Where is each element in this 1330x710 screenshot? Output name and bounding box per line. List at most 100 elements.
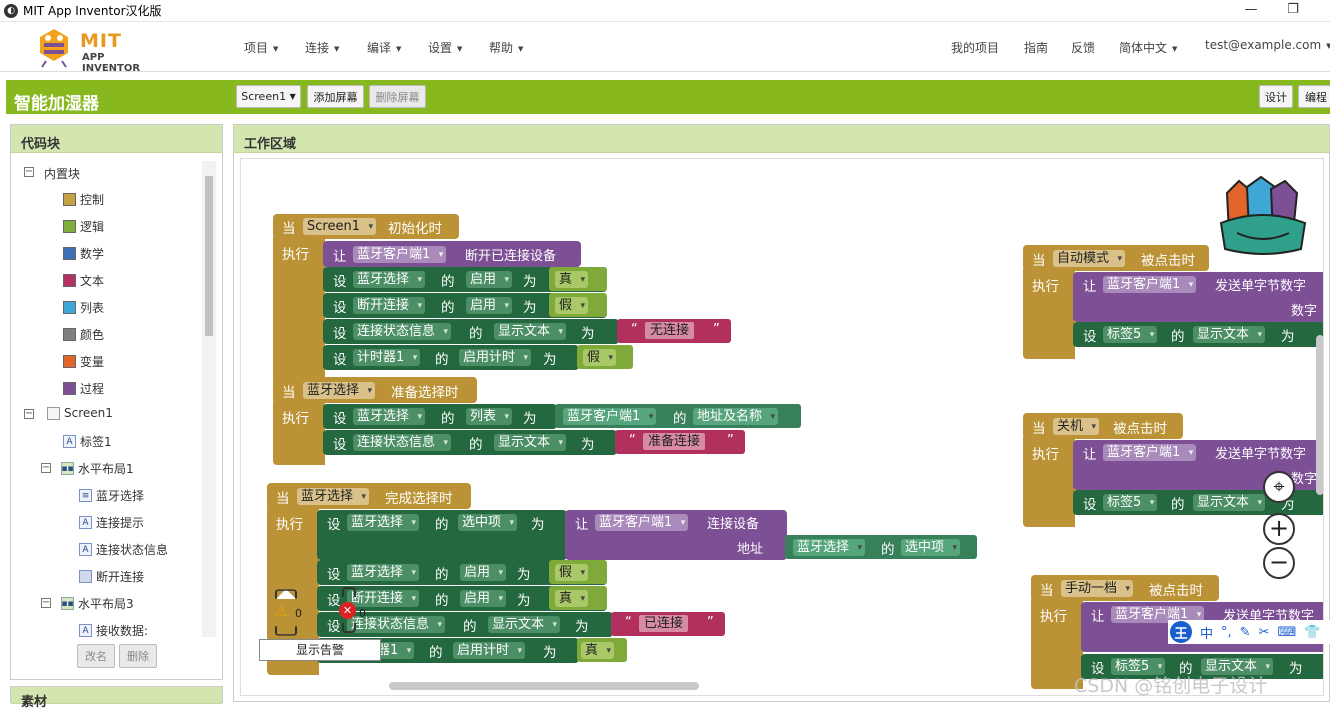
show-warnings-button[interactable]: 显示告警	[259, 639, 381, 661]
tree-builtin-procedures[interactable]: 过程	[63, 380, 104, 397]
event-screen1-init[interactable]: 当 Screen1 初始化时	[273, 214, 459, 239]
tree-hlayout1[interactable]: ▪▪ 水平布局1	[61, 462, 134, 476]
tree-screen1[interactable]: Screen1	[47, 406, 113, 420]
event-auto-mode-click[interactable]: 当 自动模式 被点击时	[1023, 245, 1209, 271]
canvas-v-scrollbar[interactable]	[1316, 335, 1323, 495]
language-menu[interactable]: 简体中文 ▼	[1119, 41, 1178, 55]
restore-button[interactable]: ❐	[1287, 2, 1299, 17]
call-bt-connect[interactable]: 让 蓝牙客户端1 连接设备 地址	[565, 510, 787, 560]
set-disconnect-enabled-2[interactable]: 设 断开连接 的 启用 为 真	[317, 586, 607, 611]
error-down-arrow-icon[interactable]	[342, 623, 356, 633]
menu-project[interactable]: 项目 ▼	[244, 41, 279, 55]
warn-up-arrow-icon[interactable]	[275, 589, 297, 599]
warn-up-arrow-icon[interactable]	[276, 589, 296, 599]
app-inventor-logo[interactable]: MIT APP INVENTOR	[32, 25, 162, 74]
tree-builtin-math[interactable]: 数学	[63, 245, 104, 262]
bool-false[interactable]: 假	[577, 345, 633, 369]
tree-builtin-control[interactable]: 控制	[63, 191, 104, 208]
menu-help[interactable]: 帮助 ▼	[489, 41, 524, 55]
tree-received[interactable]: A 接收数据:	[79, 622, 148, 639]
zoom-in-icon[interactable]: +	[1263, 513, 1295, 545]
ime-logo-icon[interactable]: 王	[1170, 621, 1192, 643]
ime-pen-icon[interactable]: ✎	[1239, 624, 1251, 640]
my-projects-link[interactable]: 我的项目	[951, 41, 1000, 55]
collapse-toggle-icon[interactable]: −	[41, 462, 51, 473]
delete-button[interactable]: 删除	[119, 644, 157, 668]
guide-link[interactable]: 指南	[1024, 41, 1049, 55]
tree-builtin-text[interactable]: 文本	[63, 272, 104, 289]
event-picker-before-body: 执行	[273, 401, 325, 465]
tree-label1[interactable]: A 标签1	[63, 433, 112, 450]
error-icon: ✕	[339, 602, 356, 619]
minimize-button[interactable]: —	[1244, 2, 1258, 17]
set-label5-text-1[interactable]: 设 标签5 的 显示文本 为	[1073, 322, 1323, 347]
set-label5-text-3[interactable]: 设 标签5 的 显示文本 为	[1081, 654, 1323, 679]
error-up-arrow-icon[interactable]	[342, 587, 356, 597]
designer-button[interactable]: 设计	[1259, 85, 1293, 108]
ime-punct-icon[interactable]: °,	[1221, 624, 1232, 640]
collapse-toggle-icon[interactable]: −	[24, 166, 34, 177]
menu-build[interactable]: 编译 ▼	[367, 41, 402, 55]
string-no-connection[interactable]: “无连接”	[617, 319, 731, 343]
event-manual-one-click[interactable]: 当 手动一档 被点击时	[1031, 575, 1219, 601]
text-color-swatch	[63, 274, 76, 287]
project-toolbar: 智能加湿器 Screen1 ▼ 添加屏幕 删除屏幕 设计 编程	[6, 80, 1330, 114]
tree-disconnect[interactable]: 断开连接	[79, 568, 144, 585]
blocks-button[interactable]: 编程	[1298, 85, 1330, 108]
tree-builtin-logic[interactable]: 逻辑	[63, 218, 104, 235]
string-connected[interactable]: “已连接”	[611, 612, 725, 636]
set-status-text[interactable]: 设 连接状态信息 的 显示文本 为	[323, 319, 619, 344]
set-disconnect-enabled[interactable]: 设 断开连接 的 启用 为 假	[323, 293, 607, 318]
set-btpicker-enabled[interactable]: 设 蓝牙选择 的 启用 为 真	[323, 267, 607, 292]
tree-conn-status[interactable]: A 连接状态信息	[79, 541, 168, 558]
remove-screen-button[interactable]: 删除屏幕	[369, 85, 426, 108]
getter-picker-selection[interactable]: 蓝牙选择 的 选中项	[785, 535, 977, 559]
string-ready-connect[interactable]: “准备连接”	[615, 430, 745, 454]
set-picker-elements[interactable]: 设 蓝牙选择 的 列表 为	[323, 404, 557, 429]
ime-skin-icon[interactable]: 👕	[1304, 624, 1321, 640]
screen1-dropdown[interactable]: Screen1	[303, 218, 376, 236]
tree-builtin[interactable]: 内置块	[44, 167, 81, 181]
recenter-icon[interactable]: ⌖	[1263, 471, 1295, 503]
event-picker-after[interactable]: 当 蓝牙选择 完成选择时	[267, 483, 471, 509]
set-status-text-3[interactable]: 设 连接状态信息 的 显示文本 为	[317, 612, 613, 637]
set-picker-selection[interactable]: 设 蓝牙选择 的 选中项 为	[317, 510, 567, 560]
tree-scrollbar-thumb[interactable]	[205, 176, 213, 336]
tree-builtin-colors[interactable]: 颜色	[63, 326, 104, 343]
tree-hlayout3[interactable]: ▪▪ 水平布局3	[61, 597, 134, 611]
tree-builtin-lists[interactable]: 列表	[63, 299, 104, 316]
call-send-byte-1[interactable]: 让 蓝牙客户端1 发送单字节数字 数字	[1073, 272, 1323, 322]
ime-chinese-toggle[interactable]: 中	[1200, 626, 1214, 642]
ime-toolbar[interactable]: 王 中 °, ✎ ✂ ⌨ 👕	[1168, 620, 1330, 644]
rename-button[interactable]: 改名	[77, 644, 115, 668]
tree-builtin-variables[interactable]: 变量	[63, 353, 104, 370]
ime-scissors-icon[interactable]: ✂	[1258, 624, 1270, 640]
bool-true[interactable]: 真	[577, 638, 627, 662]
collapse-toggle-icon[interactable]: −	[41, 597, 51, 608]
collapse-toggle-icon[interactable]: −	[24, 408, 34, 419]
set-picker-enabled-2[interactable]: 设 蓝牙选择 的 启用 为 假	[317, 560, 607, 585]
tree-bt-picker[interactable]: ≡ 蓝牙选择	[79, 487, 144, 504]
ime-keyboard-icon[interactable]: ⌨	[1277, 624, 1297, 640]
feedback-link[interactable]: 反馈	[1071, 41, 1096, 55]
set-timer-enabled[interactable]: 设 计时器1 的 启用计时 为	[323, 345, 579, 370]
warn-down-arrow-icon[interactable]	[275, 626, 297, 636]
call-bt-disconnect[interactable]: 让 蓝牙客户端1 断开已连接设备	[323, 241, 581, 267]
blocks-panel-title: 代码块	[11, 125, 222, 153]
zoom-out-icon[interactable]: −	[1263, 547, 1295, 579]
menu-connect[interactable]: 连接 ▼	[305, 41, 340, 55]
tree-connect-hint[interactable]: A 连接提示	[79, 514, 144, 531]
tree-scrollbar[interactable]	[202, 161, 216, 637]
getter-bt-addresses[interactable]: 蓝牙客户端1 的 地址及名称	[555, 404, 801, 428]
screen-select[interactable]: Screen1 ▼	[236, 85, 301, 108]
menu-settings[interactable]: 设置 ▼	[428, 41, 463, 55]
set-status-text-2[interactable]: 设 连接状态信息 的 显示文本 为	[323, 430, 617, 455]
add-screen-button[interactable]: 添加屏幕	[307, 85, 364, 108]
backpack-icon[interactable]	[1217, 173, 1309, 255]
media-panel-title: 素材	[11, 687, 222, 710]
event-shutdown-click[interactable]: 当 关机 被点击时	[1023, 413, 1183, 439]
canvas-h-scrollbar[interactable]	[389, 682, 699, 690]
account-menu[interactable]: test@example.com ▼	[1205, 38, 1330, 52]
blocks-canvas[interactable]: 当 Screen1 初始化时 执行 让 蓝牙客户端1 断开已连接设备 设 蓝牙选…	[240, 158, 1324, 696]
event-picker-before[interactable]: 当 蓝牙选择 准备选择时	[273, 377, 477, 403]
